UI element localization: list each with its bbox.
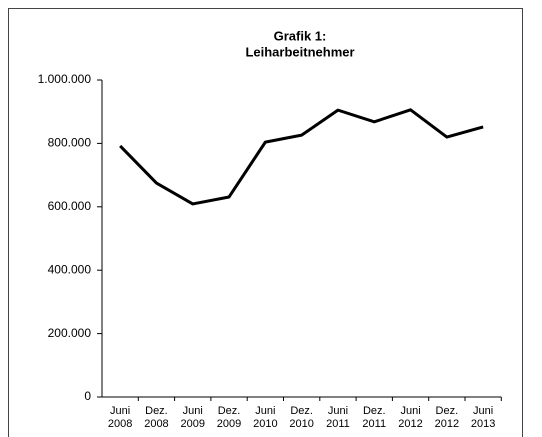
chart-frame xyxy=(8,8,523,437)
x-tick-label: Juni xyxy=(110,405,130,417)
chart-title: Leiharbeitnehmer xyxy=(245,44,354,59)
x-tick-label: Juni xyxy=(400,405,420,417)
x-tick-label: 2008 xyxy=(144,418,168,430)
x-tick-label: 2008 xyxy=(108,418,132,430)
x-tick-label: Dez. xyxy=(436,405,459,417)
x-tick-label: 2009 xyxy=(217,418,241,430)
x-tick-label: Dez. xyxy=(145,405,168,417)
x-tick-label: 2013 xyxy=(471,418,495,430)
x-tick-label: 2010 xyxy=(253,418,277,430)
x-tick-label: Juni xyxy=(183,405,203,417)
x-tick-label: 2010 xyxy=(289,418,313,430)
x-tick-label: Juni xyxy=(328,405,348,417)
y-tick-label: 0 xyxy=(84,389,91,403)
chart-title: Grafik 1: xyxy=(274,28,327,43)
y-tick-label: 800.000 xyxy=(48,136,92,150)
x-tick-label: 2012 xyxy=(435,418,459,430)
y-tick-label: 400.000 xyxy=(48,262,92,276)
y-tick-label: 200.000 xyxy=(48,326,92,340)
x-tick-label: 2012 xyxy=(398,418,422,430)
x-tick-label: Dez. xyxy=(290,405,313,417)
y-tick-label: 600.000 xyxy=(48,199,92,213)
x-tick-label: Juni xyxy=(255,405,275,417)
x-tick-label: 2011 xyxy=(362,418,386,430)
y-tick-label: 1.000.000 xyxy=(38,72,92,86)
x-tick-label: 2009 xyxy=(181,418,205,430)
x-tick-label: 2011 xyxy=(326,418,350,430)
data-line xyxy=(119,108,484,206)
x-tick-label: Dez. xyxy=(363,405,386,417)
x-tick-label: Juni xyxy=(473,405,493,417)
x-tick-label: Dez. xyxy=(218,405,241,417)
